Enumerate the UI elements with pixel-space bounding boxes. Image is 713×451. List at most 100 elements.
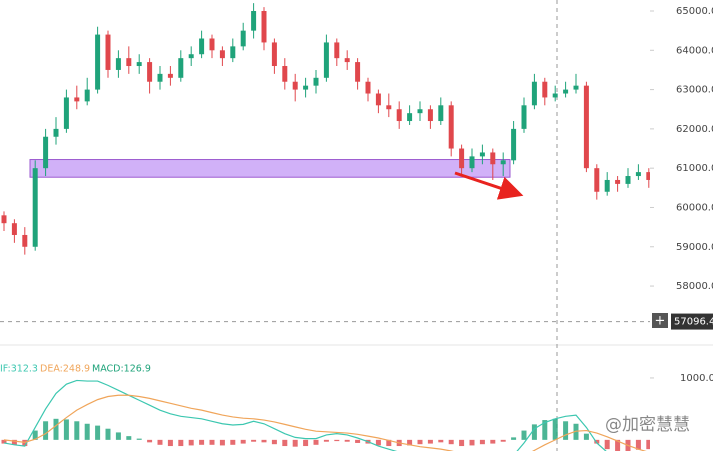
candle-body [448, 105, 454, 149]
candle-body [95, 34, 101, 90]
macd-bar [469, 439, 475, 446]
candle-body [531, 81, 537, 106]
candle-body [334, 42, 340, 59]
y-tick-label: 64000.0 [676, 45, 713, 56]
candle-body [199, 38, 205, 55]
macd-bar [583, 433, 589, 440]
macd-bar [521, 430, 527, 440]
y-tick-label: 58000.0 [676, 281, 713, 292]
macd-bar [115, 432, 121, 440]
macd-legend: IF:312.3 [0, 364, 38, 375]
macd-dif-line [3, 379, 607, 451]
macd-bar [282, 439, 288, 447]
candle-body [43, 136, 49, 169]
macd-bar [646, 439, 650, 450]
candle-body [209, 38, 215, 51]
watermark: @加密慧慧 [605, 415, 690, 435]
macd-bar [635, 439, 641, 450]
macd-bar [188, 439, 194, 446]
macd-bar [479, 439, 485, 445]
candle-body [147, 62, 153, 82]
candle-body [459, 148, 465, 169]
macd-bar [427, 439, 433, 444]
candle-body [573, 85, 579, 90]
macd-bar [219, 439, 225, 446]
macd-bar [303, 439, 309, 447]
macd-bar [657, 440, 662, 446]
candle-body [126, 58, 132, 67]
add-button[interactable] [652, 313, 668, 328]
macd-bar [386, 439, 392, 447]
macd-bar [11, 439, 17, 445]
macd-bar [1, 439, 7, 444]
candle-body [178, 58, 184, 78]
macd-bar [417, 439, 423, 445]
candle-body [552, 93, 558, 98]
candle-body [646, 172, 650, 180]
macd-bar [251, 439, 257, 442]
macd-bar [105, 428, 111, 440]
add-icon[interactable]: + [655, 314, 666, 329]
candle-body [407, 113, 413, 122]
macd-bar [438, 439, 444, 443]
candle-body [583, 85, 589, 169]
macd-bar [563, 421, 569, 440]
candle-body [282, 66, 288, 82]
y-tick-label: 62000.0 [676, 124, 713, 135]
macd-bar [240, 439, 246, 444]
macd-bar [344, 439, 350, 442]
candle-body [427, 109, 433, 122]
candle-body [490, 152, 496, 165]
macd-bar [604, 439, 610, 450]
macd-bar [594, 439, 600, 444]
candle-body [261, 11, 267, 43]
y-tick-label: 60000.0 [676, 202, 713, 213]
macd-bar [511, 437, 517, 440]
highlight-zone [29, 159, 511, 178]
candle-body [292, 81, 298, 90]
macd-bar [292, 439, 298, 447]
macd-bar [500, 439, 506, 442]
candle-body [303, 85, 309, 90]
candle-body [157, 73, 163, 82]
candle-body [438, 105, 444, 122]
candle-body [542, 81, 548, 98]
y-tick-label: 65000.0 [676, 6, 713, 17]
candle-body [219, 50, 225, 59]
macd-bar [448, 439, 454, 445]
macd-bar [542, 420, 548, 440]
candle-body [386, 105, 392, 110]
macd-bar [136, 438, 142, 440]
macd-bar [459, 439, 465, 447]
y-tick-label: 63000.0 [676, 85, 713, 96]
candle-body [365, 81, 371, 94]
candle-body [521, 105, 527, 129]
macd-bar [209, 439, 215, 445]
macd-bar [53, 418, 59, 440]
candle-body [396, 109, 402, 122]
macd-dea-line [3, 394, 647, 451]
macd-bar [178, 439, 184, 447]
candle-body [511, 128, 517, 161]
candle-body [105, 34, 111, 70]
macd-bar [407, 439, 413, 446]
macd-bar [334, 439, 340, 442]
y-tick-label: 61000.0 [676, 163, 713, 174]
candle-body [63, 97, 69, 129]
candle-body [271, 42, 277, 67]
y-tick-label: 59000.0 [676, 242, 713, 253]
macd-bar [43, 421, 49, 440]
macd-bar [147, 439, 153, 443]
candle-body [136, 62, 142, 67]
macd-bar [126, 436, 132, 440]
candle-body [344, 58, 350, 63]
macd-tick-label: 1000.0 [680, 373, 713, 384]
macd-bar [63, 419, 69, 440]
candle-body [84, 89, 90, 102]
candle-body [563, 89, 569, 94]
candle-body [375, 93, 381, 106]
macd-bar [355, 439, 361, 443]
candle-body [355, 62, 361, 82]
candle-body [635, 172, 641, 177]
